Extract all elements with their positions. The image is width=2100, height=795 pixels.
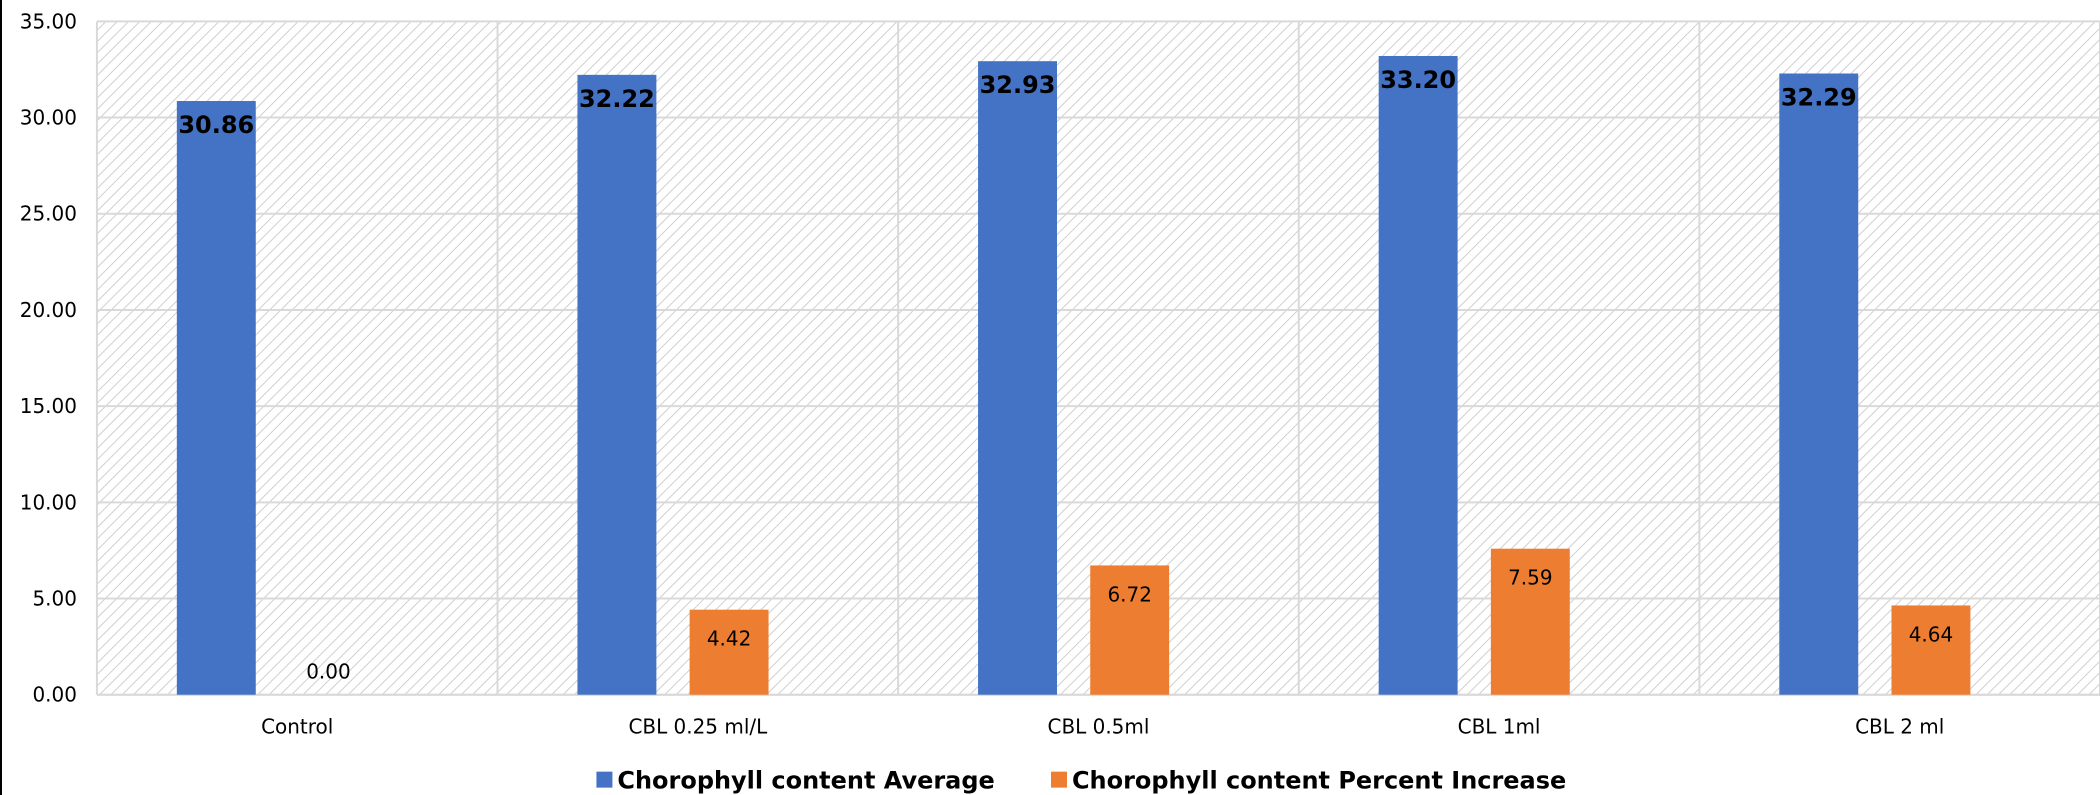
data-label: 4.64 xyxy=(1909,622,1953,646)
bar-average xyxy=(978,61,1057,695)
y-tick-label: 30.00 xyxy=(20,106,77,130)
data-label: 30.86 xyxy=(178,111,254,139)
bar-percent-increase xyxy=(689,609,769,695)
x-tick-label: CBL 0.5ml xyxy=(1048,715,1150,739)
y-tick-label: 25.00 xyxy=(20,202,77,226)
legend-swatch xyxy=(1051,771,1067,788)
data-label: 32.22 xyxy=(579,85,655,113)
x-tick-label: CBL 0.25 ml/L xyxy=(628,715,768,739)
data-label: 4.42 xyxy=(707,627,751,651)
bar-percent-increase xyxy=(1090,565,1170,695)
data-label: 0.00 xyxy=(306,660,350,684)
y-tick-label: 5.00 xyxy=(32,587,76,611)
x-tick-label: CBL 2 ml xyxy=(1855,715,1944,739)
legend-label: Chorophyll content Average xyxy=(617,767,994,795)
y-tick-label: 0.00 xyxy=(32,683,76,707)
legend-item: Chorophyll content Percent Increase xyxy=(1051,767,1566,795)
bar-average xyxy=(1779,73,1859,695)
bars: 30.86 32.22 32.93 33.20 32.29 0.00 4.42 6.72 7.5… xyxy=(176,55,1971,695)
y-tick-label: 20.00 xyxy=(20,298,77,322)
y-tick-label: 10.00 xyxy=(20,490,77,514)
y-axis-ticks: 0.00 5.00 10.00 15.00 20.00 25.00 30.00 35.00 xyxy=(20,9,77,706)
legend: Chorophyll content Average Chorophyll con… xyxy=(596,767,1566,795)
data-label: 32.93 xyxy=(980,71,1056,99)
bar-average xyxy=(1378,55,1458,695)
legend-label: Chorophyll content Percent Increase xyxy=(1072,767,1566,795)
bar-average xyxy=(176,101,256,695)
data-label: 7.59 xyxy=(1508,566,1552,590)
x-axis-labels: Control CBL 0.25 ml/L CBL 0.5ml CBL 1ml CBL … xyxy=(261,715,1944,739)
legend-item: Chorophyll content Average xyxy=(596,767,995,795)
y-tick-label: 35.00 xyxy=(20,9,77,33)
bar-percent-increase xyxy=(1490,548,1570,695)
x-tick-label: Control xyxy=(261,715,333,739)
data-label: 33.20 xyxy=(1380,66,1456,94)
data-label: 6.72 xyxy=(1107,582,1151,606)
x-tick-label: CBL 1ml xyxy=(1458,715,1541,739)
legend-swatch xyxy=(596,771,613,788)
bar-average xyxy=(577,74,657,695)
data-label: 32.29 xyxy=(1781,83,1857,111)
bar-percent-increase xyxy=(1891,605,1971,695)
y-tick-label: 15.00 xyxy=(20,394,77,418)
